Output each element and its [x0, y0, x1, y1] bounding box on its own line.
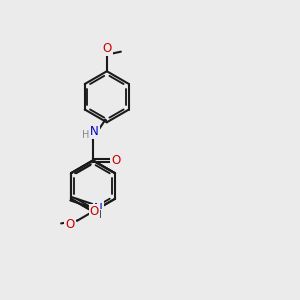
- Text: H: H: [94, 210, 102, 220]
- Text: O: O: [90, 205, 99, 218]
- Text: O: O: [102, 42, 112, 55]
- Text: O: O: [111, 154, 121, 167]
- Text: O: O: [66, 218, 75, 230]
- Text: H: H: [82, 130, 90, 140]
- Text: N: N: [90, 125, 98, 138]
- Text: N: N: [94, 202, 103, 215]
